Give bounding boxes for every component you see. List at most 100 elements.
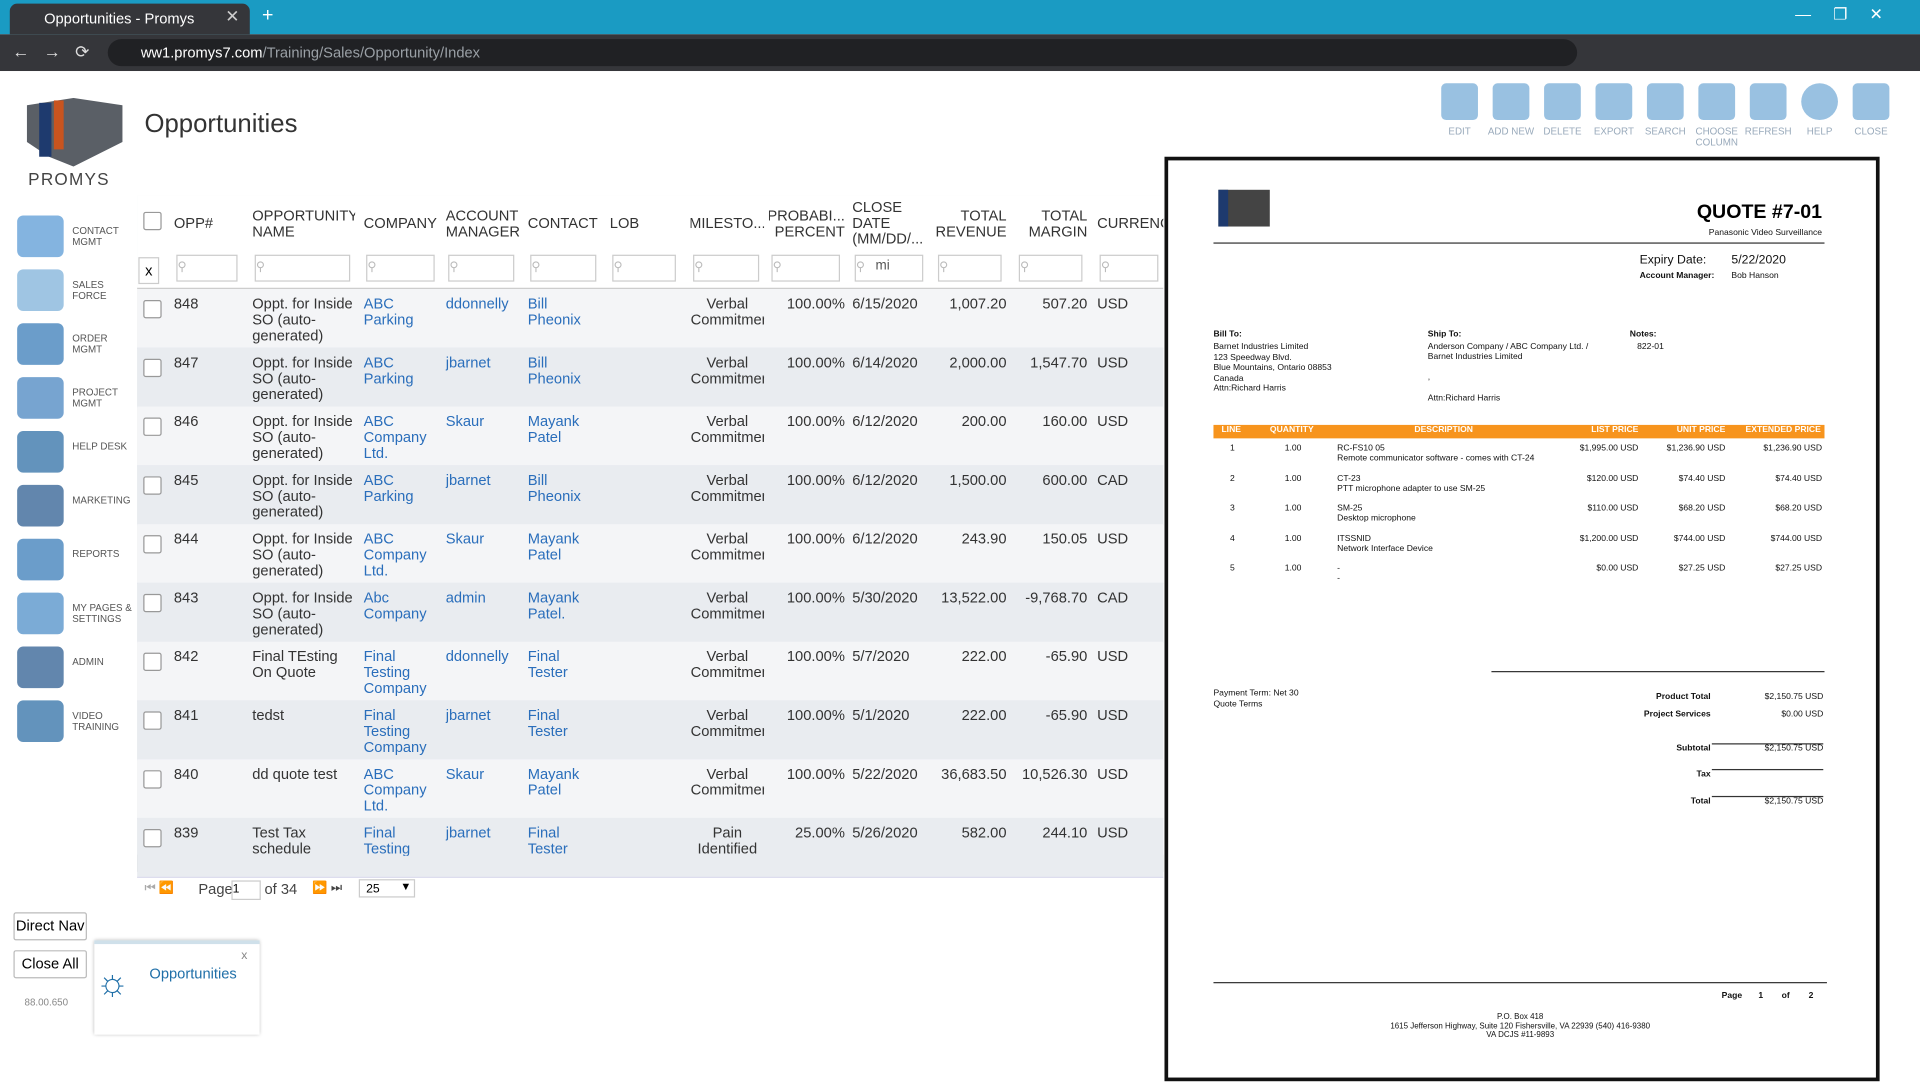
nav-icon[interactable] — [17, 646, 64, 689]
grid-row[interactable] — [137, 288, 1164, 349]
nav-label[interactable]: SALES FORCE — [72, 279, 107, 302]
row-checkbox[interactable] — [143, 652, 162, 672]
grid-cell[interactable]: 6/15/2020 — [852, 296, 918, 313]
grid-cell[interactable]: Final Tester — [527, 825, 568, 856]
new-tab[interactable]: + — [262, 4, 274, 26]
grid-cell[interactable]: Verbal Commitment — [690, 707, 764, 740]
grid-cell[interactable]: 2,000.00 — [949, 355, 1007, 372]
row-checkbox[interactable] — [143, 417, 162, 436]
row-checkbox[interactable] — [143, 535, 162, 554]
grid-cell[interactable]: ABC Company Ltd. — [363, 766, 427, 815]
column-header[interactable]: TOTAL REVENUE — [935, 206, 1007, 240]
nav-label[interactable]: MARKETING — [72, 494, 131, 506]
nav-label[interactable]: PROJECT MGMT — [72, 386, 118, 409]
grid-cell[interactable]: Final Testing Company — [363, 707, 427, 756]
grid-cell[interactable]: Final TEsting On Quote — [252, 648, 338, 681]
grid-cell[interactable]: Verbal Commitment — [690, 766, 764, 799]
grid-cell[interactable]: admin — [445, 590, 486, 607]
tool-label[interactable]: CHOOSE COLUMN — [1695, 126, 1738, 149]
grid-cell[interactable]: 100.00% — [786, 413, 845, 430]
grid-cell[interactable]: 1,007.20 — [949, 296, 1007, 313]
grid-cell[interactable]: Verbal Commitment — [690, 355, 764, 387]
grid-cell[interactable]: 6/14/2020 — [852, 355, 918, 372]
column-header[interactable]: MILESTO... — [690, 214, 765, 232]
filter-input[interactable]: ⚲ — [937, 254, 1002, 282]
nav-label[interactable]: ORDER MGMT — [72, 333, 108, 356]
nav-icon[interactable] — [17, 431, 64, 473]
window-controls[interactable]: — ❐ ✕ — [1795, 4, 1883, 24]
grid-cell[interactable]: 222.00 — [961, 648, 1007, 665]
grid-cell[interactable]: CAD — [1097, 472, 1129, 489]
grid-cell[interactable]: -9,768.70 — [1025, 590, 1088, 607]
grid-cell[interactable]: ABC Parking — [363, 472, 414, 505]
row-checkbox[interactable] — [143, 300, 162, 319]
tool-icon[interactable] — [1749, 83, 1787, 121]
grid-cell[interactable]: 100.00% — [786, 355, 845, 372]
grid-cell[interactable]: USD — [1097, 766, 1129, 783]
grid-cell[interactable]: tedst — [252, 707, 285, 724]
filter-clear[interactable]: x — [138, 257, 160, 285]
grid-cell[interactable]: Bill Pheonix — [527, 355, 581, 387]
filter-input[interactable]: ⚲ — [530, 254, 597, 282]
grid-cell[interactable]: 100.00% — [786, 766, 845, 783]
grid-cell[interactable]: 840 — [173, 766, 199, 783]
grid-cell[interactable]: ddonnelly — [445, 648, 509, 665]
grid-cell[interactable]: 244.10 — [1042, 825, 1088, 842]
column-header[interactable]: CLOSE DATE (MM/DD/... — [852, 198, 924, 248]
tool-icon[interactable] — [1698, 83, 1736, 121]
task-close[interactable]: x — [241, 948, 248, 963]
page-size[interactable]: 25 — [358, 879, 416, 898]
grid-cell[interactable]: Bill Pheonix — [527, 472, 581, 505]
grid-cell[interactable]: 13,522.00 — [941, 590, 1007, 607]
grid-cell[interactable]: USD — [1097, 648, 1129, 665]
grid-cell[interactable]: Oppt. for Inside SO (auto-generated) — [252, 413, 353, 462]
task-window[interactable] — [94, 940, 260, 1035]
grid-cell[interactable]: 582.00 — [961, 825, 1007, 842]
nav-icon[interactable] — [17, 538, 64, 581]
grid-cell[interactable]: 100.00% — [786, 472, 845, 489]
tool-icon[interactable] — [1852, 83, 1890, 121]
filter-input[interactable]: ⚲ — [693, 254, 760, 282]
tool-icon[interactable] — [1441, 83, 1478, 121]
grid-cell[interactable]: Final Testing Company — [363, 648, 427, 697]
column-header[interactable]: OPPORTUNITY NAME — [252, 206, 356, 240]
grid-cell[interactable]: Oppt. for Inside SO (auto-generated) — [252, 531, 353, 580]
tool-label[interactable]: SEARCH — [1644, 126, 1686, 138]
tool-icon[interactable] — [1595, 83, 1633, 121]
grid-cell[interactable]: dd quote test — [252, 766, 338, 783]
nav-label[interactable]: ADMIN — [72, 656, 104, 668]
grid-cell[interactable]: Verbal Commitment — [690, 413, 764, 446]
column-header[interactable]: CURRENCY — [1097, 214, 1163, 232]
tab[interactable] — [9, 3, 250, 35]
grid-cell[interactable]: 160.00 — [1042, 413, 1088, 430]
tool-icon[interactable] — [1492, 83, 1530, 121]
url-box[interactable] — [107, 39, 1578, 67]
grid-cell[interactable]: 10,526.30 — [1021, 766, 1088, 783]
nav-icon[interactable] — [17, 269, 64, 312]
direct-nav-button[interactable]: Direct Nav — [13, 912, 87, 941]
tool-icon[interactable] — [1544, 83, 1581, 121]
grid-cell[interactable]: 844 — [173, 531, 199, 548]
grid-cell[interactable]: jbarnet — [445, 825, 491, 842]
tool-label[interactable]: HELP — [1806, 126, 1833, 138]
grid-cell[interactable]: 100.00% — [786, 531, 845, 548]
grid-cell[interactable]: Abc Company — [363, 590, 427, 623]
grid-cell[interactable]: 100.00% — [786, 296, 845, 313]
grid-cell[interactable]: USD — [1097, 355, 1129, 372]
grid-cell[interactable]: Verbal Commitment — [690, 296, 764, 329]
grid-cell[interactable]: Test Tax schedule — [252, 825, 312, 856]
grid-cell[interactable]: 1,500.00 — [949, 472, 1007, 489]
grid-cell[interactable]: ddonnelly — [445, 296, 509, 313]
grid-cell[interactable]: 846 — [173, 413, 199, 430]
grid-cell[interactable]: 25.00% — [795, 825, 845, 842]
nav-icon[interactable] — [17, 592, 64, 635]
row-checkbox[interactable] — [143, 593, 162, 613]
grid-cell[interactable]: 5/1/2020 — [852, 707, 910, 724]
nav-icon[interactable] — [17, 323, 64, 365]
grid-cell[interactable]: ABC Company Ltd. — [363, 531, 427, 580]
nav-label[interactable]: MY PAGES & SETTINGS — [72, 602, 132, 625]
grid-cell[interactable]: 100.00% — [786, 648, 845, 665]
grid-cell[interactable]: Mayank Patel — [527, 413, 580, 446]
grid-cell[interactable]: 6/12/2020 — [852, 413, 918, 430]
grid-cell[interactable]: Verbal Commitment — [690, 648, 764, 681]
